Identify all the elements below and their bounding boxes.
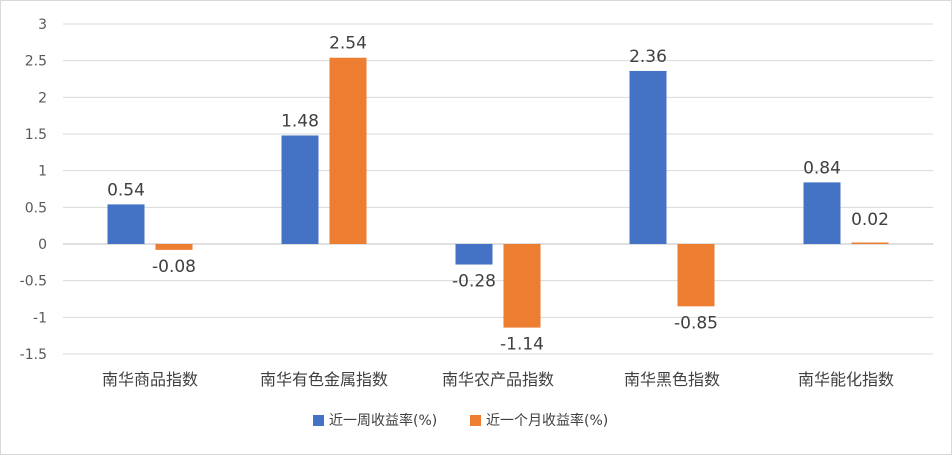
- x-category-label: 南华商品指数: [102, 370, 198, 389]
- data-label: 2.36: [629, 47, 667, 67]
- data-label: -0.85: [674, 313, 718, 333]
- y-tick-label: 0.5: [25, 200, 47, 216]
- bar-week-1: [281, 135, 319, 244]
- x-category-label: 南华有色金属指数: [260, 370, 388, 389]
- y-tick-label: -0.5: [20, 274, 47, 290]
- data-label: 0.84: [803, 158, 841, 178]
- bar-month-0: [155, 244, 193, 250]
- bar-month-3: [677, 244, 715, 307]
- bar-month-1: [329, 57, 367, 244]
- bar-week-3: [629, 70, 667, 244]
- y-tick-label: 1: [38, 164, 47, 180]
- legend-swatch-month: [470, 415, 481, 426]
- data-label: 2.54: [329, 34, 367, 54]
- data-label: 1.48: [281, 111, 319, 131]
- x-category-label: 南华农产品指数: [442, 370, 554, 389]
- y-tick-label: 2.5: [25, 54, 47, 70]
- data-label: -0.28: [452, 272, 496, 292]
- legend-label-month: 近一个月收益率(%): [486, 412, 608, 429]
- x-category-label: 南华能化指数: [798, 370, 894, 389]
- bar-week-0: [107, 204, 145, 244]
- data-label: -1.14: [500, 335, 544, 355]
- y-tick-label: 1.5: [25, 127, 47, 143]
- bar-month-2: [503, 244, 541, 328]
- y-tick-label: -1.5: [20, 347, 47, 363]
- legend-swatch-week: [313, 415, 324, 426]
- legend-label-week: 近一周收益率(%): [329, 412, 437, 429]
- data-label: 0.02: [851, 210, 889, 230]
- y-tick-label: 2: [38, 90, 47, 106]
- data-label: 0.54: [107, 180, 145, 200]
- bar-month-4: [851, 242, 889, 244]
- y-tick-label: 3: [38, 17, 47, 33]
- bar-week-4: [803, 182, 841, 244]
- y-tick-label: -1: [33, 310, 47, 326]
- x-category-label: 南华黑色指数: [624, 370, 720, 389]
- y-tick-label: 0: [38, 237, 47, 253]
- data-label: -0.08: [152, 257, 196, 277]
- bar-week-2: [455, 244, 493, 265]
